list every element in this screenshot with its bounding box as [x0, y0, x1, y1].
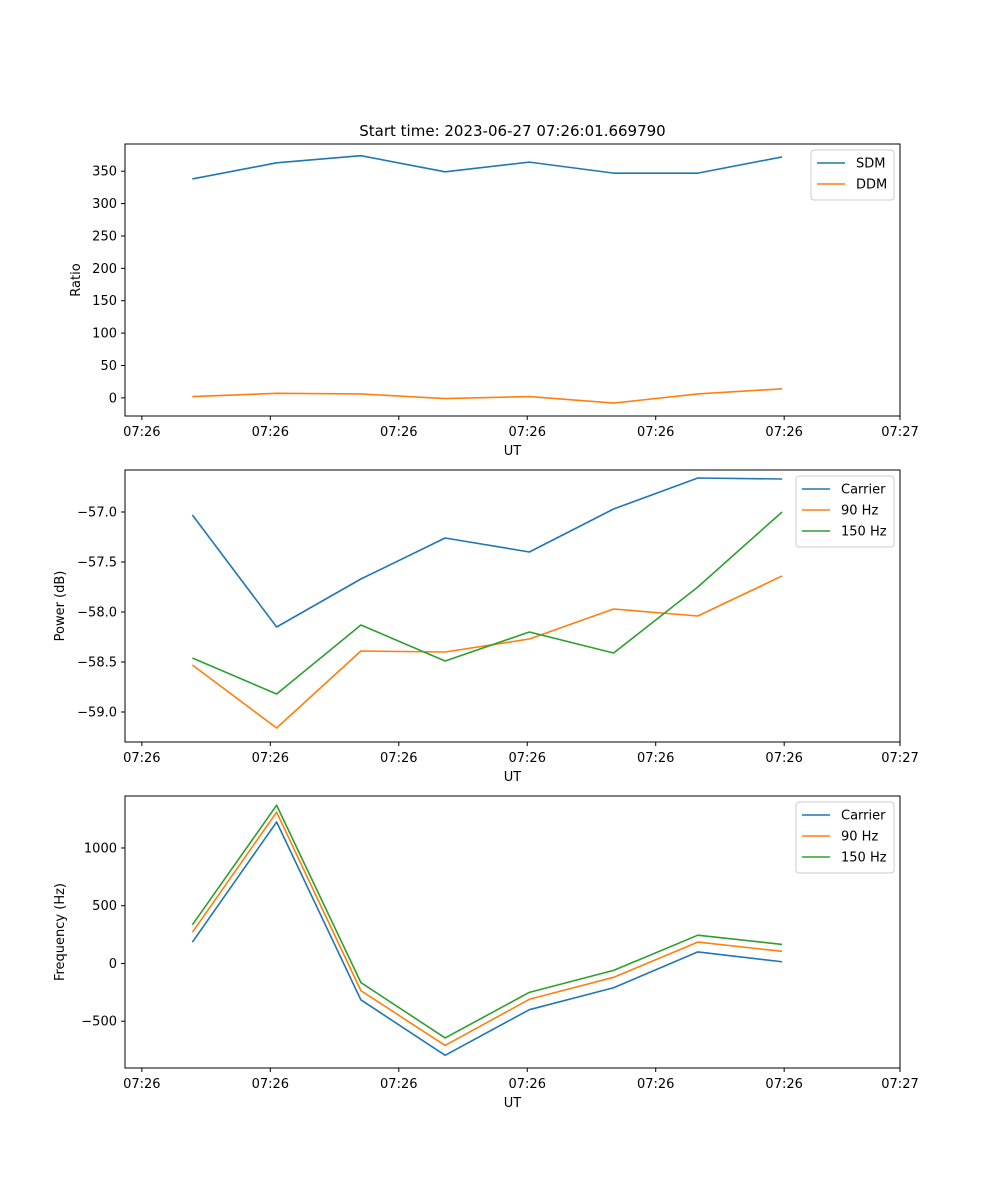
x-tick-label: 07:26	[252, 425, 289, 440]
series-line-90-hz	[191, 575, 783, 729]
x-tick-label: 07:26	[765, 1077, 802, 1092]
series-line-carrier	[191, 477, 783, 628]
y-tick-label: 0	[109, 957, 117, 972]
x-tick-label: 07:26	[252, 751, 289, 766]
x-tick-label: 07:26	[123, 751, 160, 766]
y-axis-label: Power (dB)	[53, 571, 68, 642]
x-tick-label: 07:26	[252, 1077, 289, 1092]
x-tick-label: 07:26	[765, 425, 802, 440]
charts-container: 07:26 07:26 07:26 07:26 07:26 07:26 07:27 0 50 10…	[53, 143, 919, 1111]
chart-1: 07:26 07:26 07:26 07:26 07:26 07:26 07:27 0 50 10…	[69, 143, 919, 459]
legend-label: 90 Hz	[841, 830, 878, 845]
legend-label: Carrier	[841, 809, 886, 824]
y-axis-label: Ratio	[69, 263, 84, 296]
legend-label: Carrier	[841, 483, 886, 498]
y-tick-label: 100	[92, 327, 117, 342]
x-tick-label: 07:26	[637, 751, 674, 766]
y-tick-label: 350	[92, 165, 117, 180]
y-tick-label: 150	[92, 294, 117, 309]
y-tick-label: −58.0	[77, 606, 117, 621]
legend-label: 150 Hz	[841, 851, 887, 866]
y-tick-label: −500	[81, 1015, 117, 1030]
x-tick-label: 07:26	[637, 1077, 674, 1092]
x-tick-label: 07:27	[881, 751, 918, 766]
legend-label: DDM	[856, 178, 887, 193]
chart-2: 07:26 07:26 07:26 07:26 07:26 07:26 07:27 −59.0…	[53, 469, 919, 785]
y-tick-label: −59.0	[77, 706, 117, 721]
legend-box	[795, 801, 895, 874]
series-line-150-hz	[191, 804, 783, 1039]
chart-3: 07:26 07:26 07:26 07:26 07:26 07:26 07:27 −500 0…	[53, 795, 919, 1111]
x-tick-label: 07:26	[637, 425, 674, 440]
x-tick-label: 07:26	[380, 425, 417, 440]
figure-title: Start time: 2023-06-27 07:26:01.669790	[359, 122, 665, 140]
legend: Carrier 90 Hz 150 Hz	[795, 475, 895, 548]
legend-label: 90 Hz	[841, 504, 878, 519]
y-tick-label: 300	[92, 197, 117, 212]
y-tick-label: 250	[92, 229, 117, 244]
y-tick-label: 0	[109, 391, 117, 406]
legend: Carrier 90 Hz 150 Hz	[795, 801, 895, 874]
y-tick-label: 50	[100, 359, 117, 374]
legend-box	[795, 475, 895, 548]
series-line-ddm	[192, 388, 783, 404]
series-line-carrier	[191, 821, 783, 1057]
y-tick-label: 500	[92, 899, 117, 914]
legend-label: SDM	[856, 157, 885, 172]
y-tick-label: −57.5	[77, 556, 117, 571]
legend: SDM DDM	[810, 149, 895, 201]
series-line-150-hz	[192, 511, 783, 695]
y-tick-label: 200	[92, 262, 117, 277]
x-tick-label: 07:26	[509, 1077, 546, 1092]
x-tick-label: 07:26	[123, 1077, 160, 1092]
x-tick-label: 07:27	[881, 1077, 918, 1092]
x-axis-label: UT	[504, 770, 522, 785]
series-line-sdm	[192, 154, 783, 180]
axes-frame	[124, 469, 901, 743]
x-tick-label: 07:26	[509, 751, 546, 766]
legend-label: 150 Hz	[841, 525, 887, 540]
y-tick-label: −58.5	[77, 656, 117, 671]
y-axis-label: Frequency (Hz)	[53, 883, 68, 981]
x-tick-label: 07:26	[123, 425, 160, 440]
x-tick-label: 07:26	[509, 425, 546, 440]
y-tick-label: −57.0	[77, 506, 117, 521]
series-line-90-hz	[191, 811, 783, 1047]
x-tick-label: 07:27	[881, 425, 918, 440]
axes-frame	[124, 795, 901, 1069]
x-tick-label: 07:26	[765, 751, 802, 766]
x-axis-label: UT	[504, 1096, 522, 1111]
x-tick-label: 07:26	[380, 751, 417, 766]
x-axis-label: UT	[504, 444, 522, 459]
y-tick-label: 1000	[84, 841, 117, 856]
x-tick-label: 07:26	[380, 1077, 417, 1092]
axes-frame	[124, 143, 901, 417]
